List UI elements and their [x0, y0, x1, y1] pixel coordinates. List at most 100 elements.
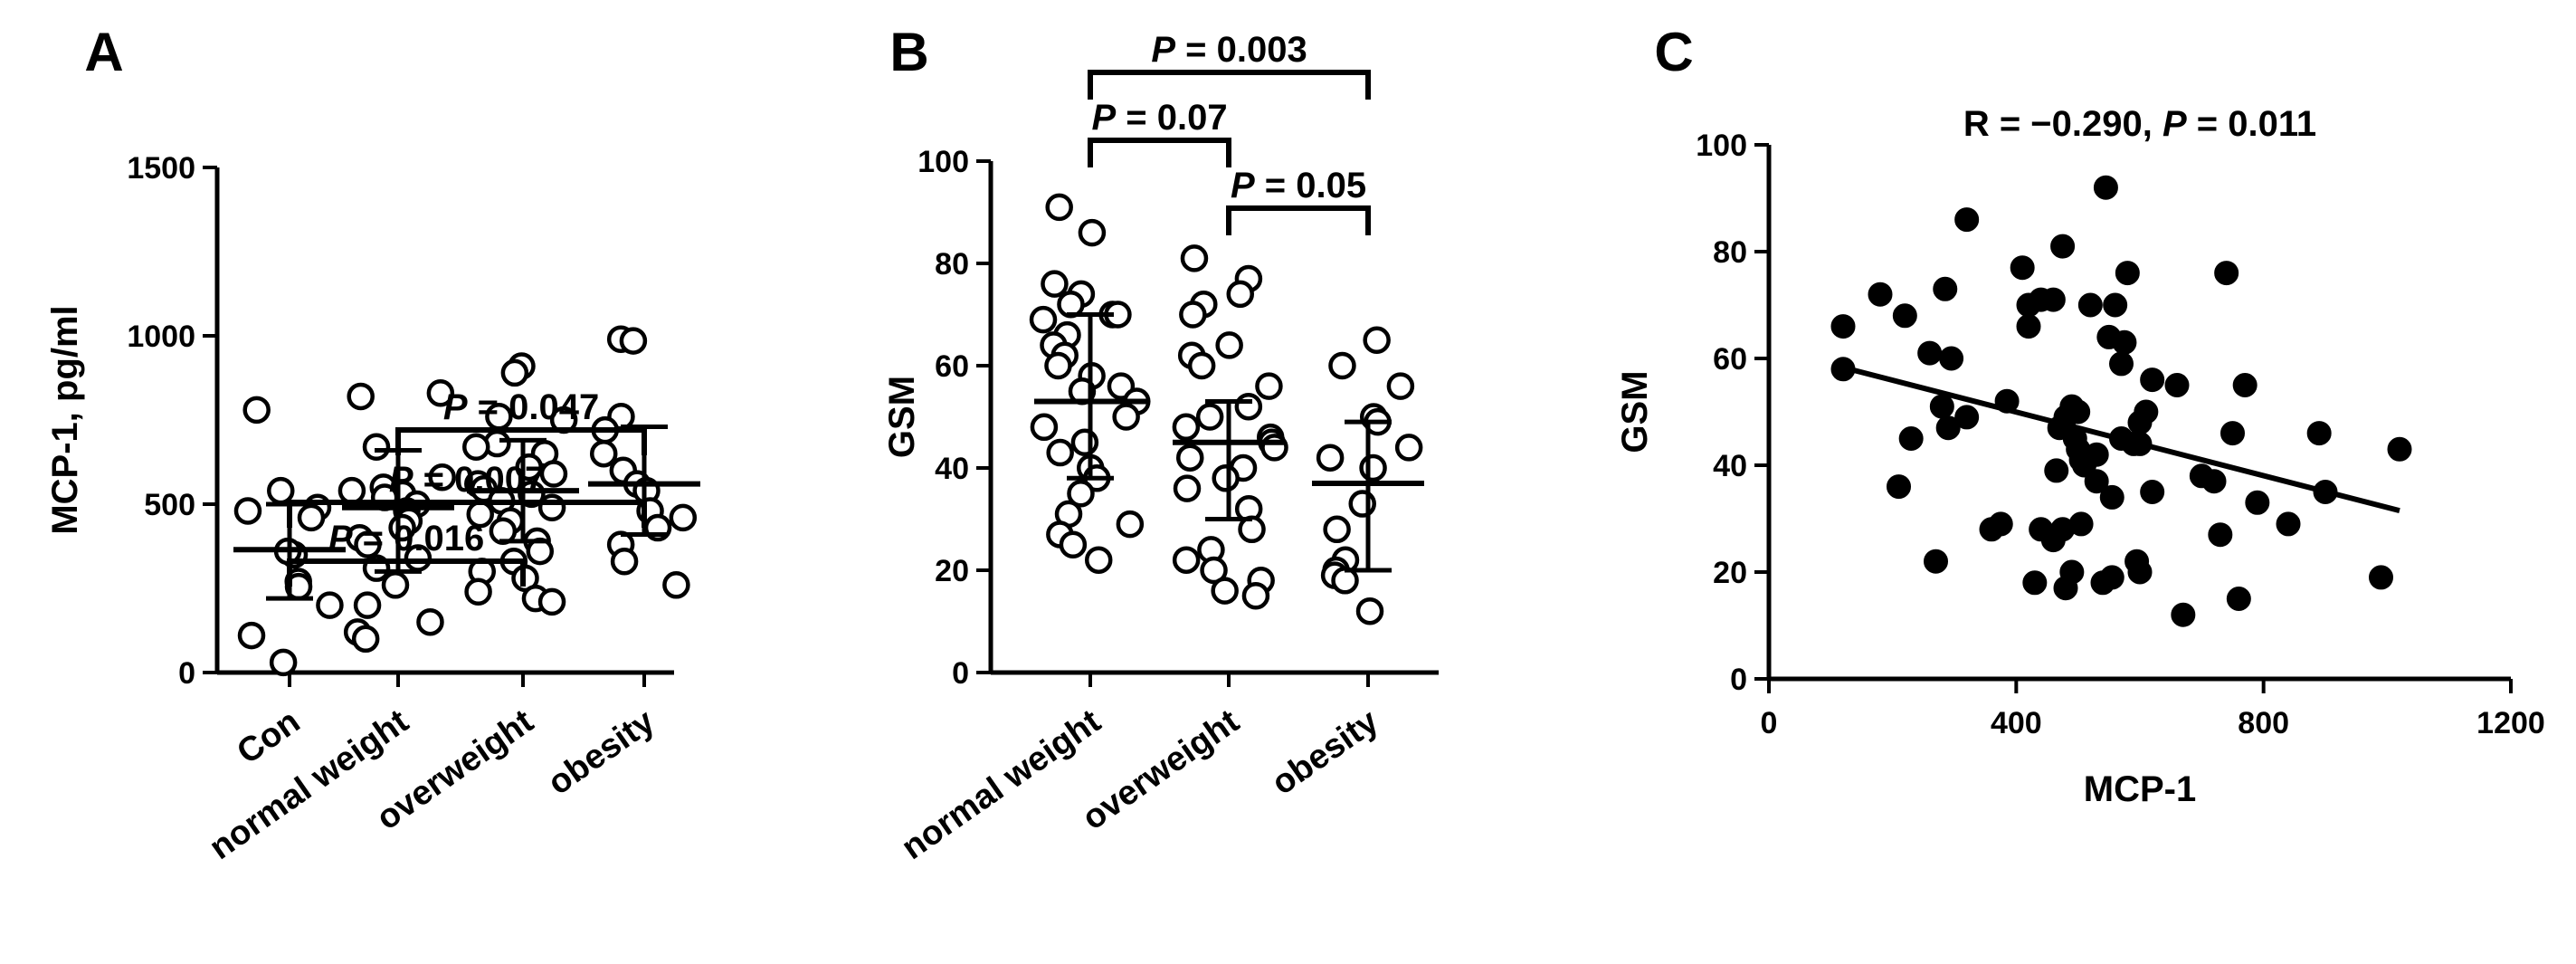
p-annotation: P = 0.047 — [443, 387, 599, 427]
data-point — [2232, 373, 2258, 397]
significance-bracket — [1088, 70, 1371, 100]
data-point — [381, 571, 410, 599]
data-point — [464, 577, 492, 606]
p-value: = 0.003 — [1175, 30, 1307, 70]
data-point — [2127, 410, 2153, 435]
panel-letter-B: B — [889, 22, 928, 82]
data-point — [269, 648, 298, 677]
data-point — [1187, 351, 1216, 380]
panel-letter-C: C — [1654, 22, 1693, 82]
title-r: R = −0.290, — [1963, 104, 2163, 144]
data-point — [1172, 546, 1201, 574]
p-value: = 0.016 — [353, 519, 485, 558]
data-point — [2306, 421, 2332, 446]
data-point — [2171, 602, 2196, 627]
data-point — [267, 476, 295, 505]
p-symbol: P — [1091, 98, 1116, 138]
p-value: = 0.007 — [413, 460, 546, 500]
data-point — [2124, 549, 2150, 574]
data-point — [1046, 438, 1074, 467]
data-point — [297, 503, 326, 532]
data-point — [1234, 392, 1263, 421]
data-point — [589, 439, 618, 468]
data-point — [1084, 546, 1113, 574]
data-point — [2220, 421, 2245, 446]
data-point — [2010, 255, 2035, 281]
p-symbol: P — [1151, 30, 1175, 70]
y-tick-label: 100 — [917, 145, 969, 179]
data-point — [1067, 480, 1095, 508]
x-tick-label: obesity — [1265, 702, 1385, 803]
data-point — [1887, 474, 1911, 500]
x-tick-label: overweight — [1076, 702, 1247, 838]
data-point — [242, 396, 271, 425]
p-annotation: P = 0.003 — [1151, 30, 1307, 70]
regression-line — [1842, 365, 2400, 514]
data-point — [1394, 434, 1423, 462]
data-point — [1241, 582, 1270, 610]
p-symbol: P — [389, 460, 413, 500]
data-point — [1355, 597, 1384, 625]
data-point — [1078, 218, 1107, 247]
data-point — [2164, 373, 2190, 397]
data-point — [416, 607, 444, 636]
data-point — [2387, 436, 2412, 462]
data-point — [2044, 458, 2069, 483]
data-point — [1868, 282, 1893, 307]
data-point — [1059, 530, 1088, 558]
panel-C: C 0 20 40 60 80 100 0 400 800 1200 MCP-1 GSM R = −0.2… — [1615, 22, 2545, 809]
data-point — [1179, 301, 1207, 329]
data-point — [2115, 261, 2140, 286]
data-point — [2208, 522, 2233, 548]
y-tick-label: 1000 — [127, 320, 195, 354]
data-point — [2068, 511, 2094, 537]
data-point — [610, 547, 639, 576]
data-point — [1830, 314, 1856, 339]
title-p-symbol: P — [2163, 104, 2187, 144]
p-symbol: P — [443, 387, 468, 427]
p-symbol: P — [1231, 166, 1255, 205]
data-point — [2059, 559, 2085, 585]
data-point — [1892, 303, 1917, 329]
y-tick-label: 20 — [935, 554, 969, 588]
x-tick-label: 0 — [1761, 706, 1778, 740]
data-point — [1030, 413, 1059, 442]
data-point — [1041, 270, 1069, 298]
data-point — [1939, 346, 1964, 371]
y-axis-label: GSM — [1615, 370, 1655, 453]
data-point — [1173, 474, 1202, 502]
y-tick-label: 80 — [935, 247, 969, 282]
data-point — [1898, 426, 1924, 451]
panel-letter-A: A — [84, 22, 123, 82]
data-point — [233, 497, 262, 525]
data-point — [2201, 469, 2227, 494]
p-value: = 0.047 — [468, 387, 600, 427]
data-point — [1929, 394, 1954, 419]
data-point — [1029, 305, 1058, 334]
y-tick-label: 500 — [144, 488, 195, 522]
data-point — [2245, 490, 2270, 515]
data-point — [1200, 556, 1228, 585]
data-point — [1935, 415, 1961, 441]
data-point — [1933, 276, 1958, 301]
y-tick-label: 60 — [1713, 342, 1747, 377]
y-tick-label: 1500 — [127, 151, 195, 186]
data-point — [1386, 372, 1415, 400]
p-annotation: P = 0.05 — [1231, 166, 1366, 205]
data-point — [539, 460, 568, 488]
data-point — [2140, 480, 2165, 504]
y-tick-label: 40 — [1713, 449, 1747, 483]
data-point — [462, 433, 490, 462]
x-tick-label: 400 — [1991, 706, 2042, 740]
data-point — [428, 463, 456, 492]
significance-bracket — [287, 500, 647, 528]
data-point — [2084, 442, 2109, 467]
data-point — [2093, 175, 2118, 200]
p-symbol: P — [328, 519, 353, 558]
y-tick-label: 80 — [1713, 235, 1747, 270]
data-point — [1070, 428, 1099, 456]
data-point — [1172, 413, 1201, 442]
data-point — [1211, 577, 1239, 605]
